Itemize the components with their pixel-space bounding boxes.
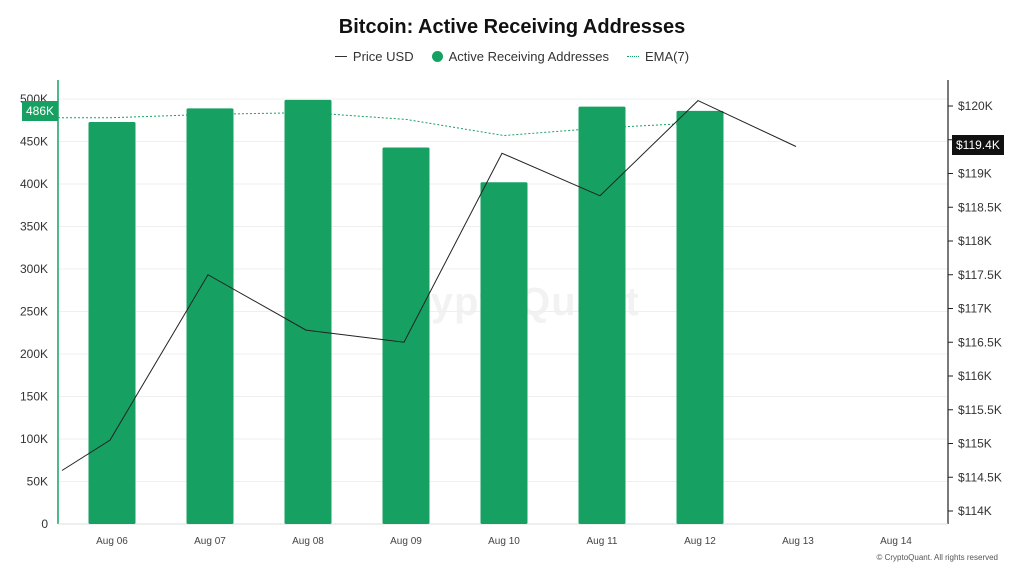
current-value-badge-left: 486K [22,101,59,121]
legend-label-ema: EMA(7) [645,49,690,64]
y-right-tick-label: $116.5K [958,335,1002,349]
y-left-tick-label: 100K [20,432,48,446]
legend-label-price: Price USD [352,49,414,64]
x-tick-label: Aug 11 [587,536,618,547]
y-left-tick-label: 50K [27,475,48,489]
y-left-tick-label: 300K [20,262,48,276]
legend-item-addresses[interactable]: Active Receiving Addresses [431,49,610,64]
current-value-badge-right: $119.4K [952,135,1004,155]
x-tick-label: Aug 07 [194,536,226,547]
bar [676,110,724,525]
x-tick-label: Aug 09 [390,536,422,547]
bar [578,106,626,525]
x-tick-label: Aug 14 [880,536,912,547]
dot-swatch-icon [431,51,443,62]
bar [480,182,528,525]
bar [88,121,136,524]
chart-title: Bitcoin: Active Receiving Addresses [338,16,686,38]
y-left-tick-label: 250K [20,305,48,319]
y-right-tick-label: $117.5K [958,268,1002,282]
dotted-line-swatch-icon [627,56,640,57]
y-right-tick-label: $114K [958,504,992,518]
x-tick-label: Aug 10 [488,536,520,547]
chart-legend: Price USD Active Receiving Addresses EMA… [0,49,1024,64]
y-left-tick-label: 200K [20,347,48,361]
x-tick-label: Aug 13 [782,536,814,547]
line-swatch-icon [334,56,347,57]
y-left-tick-label: 350K [20,220,48,234]
y-left-tick-label: 400K [20,177,48,191]
y-right-tick-label: $118.5K [958,200,1002,214]
price-line [61,100,797,471]
y-right-tick-label: $119K [958,167,992,181]
y-right-tick-label: $115K [958,437,992,451]
bar [186,108,234,524]
x-tick-label: Aug 12 [684,536,716,547]
y-right-tick-label: $116K [958,369,992,383]
x-tick-label: Aug 08 [292,536,324,547]
y-right-tick-label: $115.5K [958,403,1002,417]
legend-label-addresses: Active Receiving Addresses [448,49,610,64]
bar [284,99,332,524]
legend-item-price[interactable]: Price USD [334,49,414,64]
y-right-tick-label: $118K [958,234,992,248]
legend-item-ema[interactable]: EMA(7) [627,49,689,64]
copyright-footer: © CryptoQuant. All rights reserved [876,553,999,562]
y-right-tick-label: $114.5K [958,470,1002,484]
y-left-tick-label: 150K [20,390,48,404]
bar [382,147,430,524]
y-right-tick-label: $117K [958,302,992,316]
ema-line [58,112,701,137]
y-left-tick-label: 450K [20,135,48,149]
y-right-tick-label: $120K [958,99,993,113]
y-left-tick-label: 0 [41,517,48,531]
x-tick-label: Aug 06 [96,536,128,547]
